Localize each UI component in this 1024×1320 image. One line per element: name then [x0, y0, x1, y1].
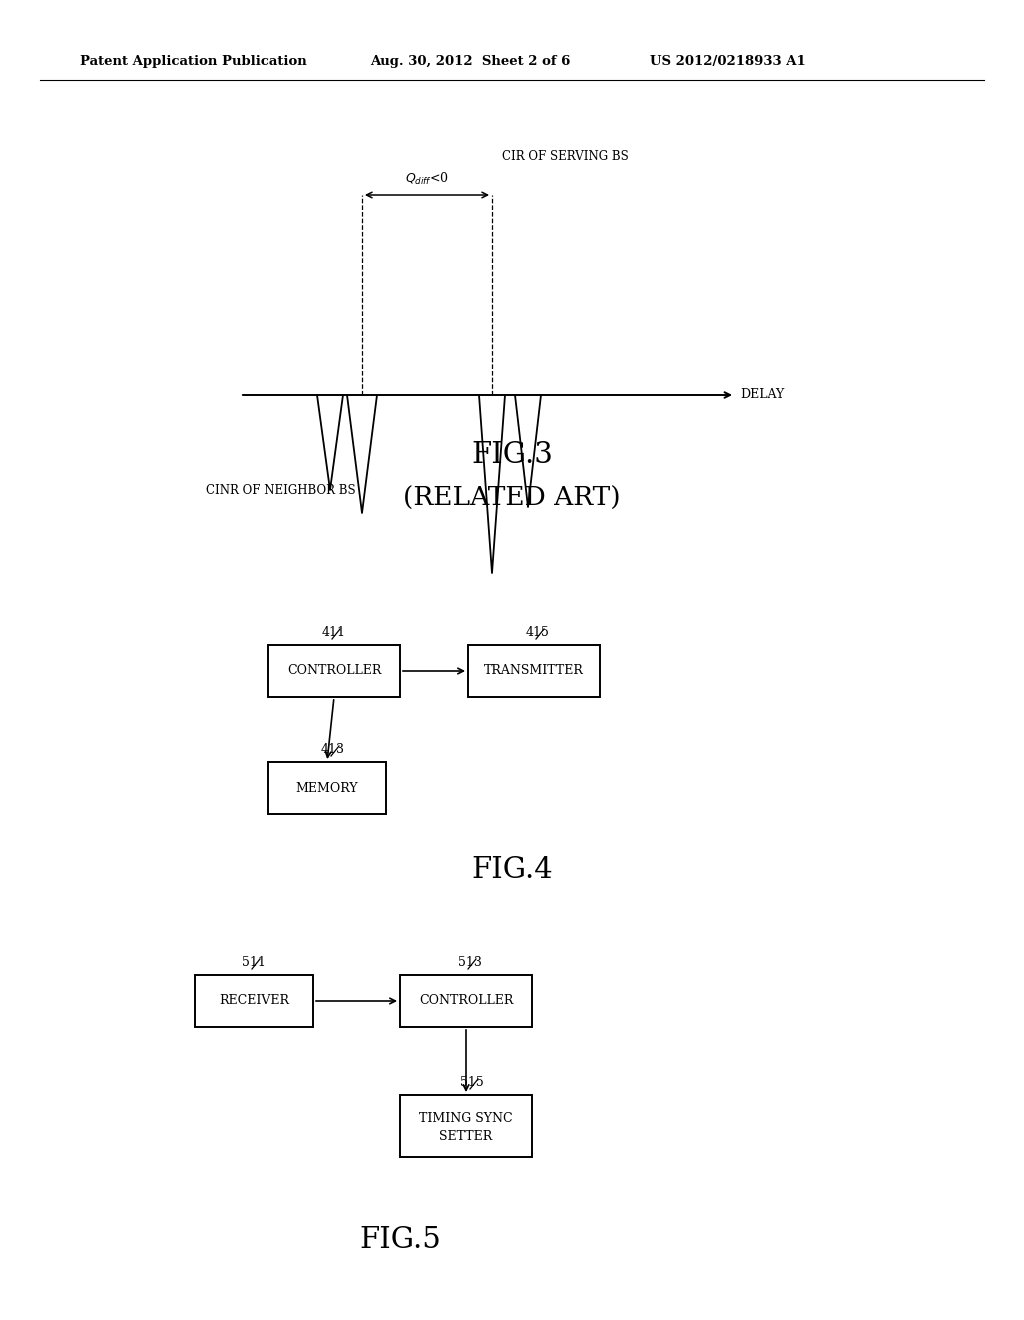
Text: TRANSMITTER: TRANSMITTER: [484, 664, 584, 677]
Bar: [268, 762, 386, 814]
Text: US 2012/0218933 A1: US 2012/0218933 A1: [650, 55, 806, 69]
Bar: [268, 645, 400, 697]
Text: CINR OF NEIGHBOR BS: CINR OF NEIGHBOR BS: [207, 483, 356, 496]
Text: 515: 515: [460, 1076, 484, 1089]
Bar: [195, 975, 313, 1027]
Text: CIR OF SERVING BS: CIR OF SERVING BS: [502, 150, 629, 164]
Text: Patent Application Publication: Patent Application Publication: [80, 55, 307, 69]
Text: CONTROLLER: CONTROLLER: [419, 994, 513, 1007]
Text: 513: 513: [458, 956, 482, 969]
Text: 415: 415: [526, 626, 550, 639]
Bar: [400, 975, 532, 1027]
Text: SETTER: SETTER: [439, 1130, 493, 1143]
Bar: [400, 1096, 532, 1158]
Text: FIG.5: FIG.5: [359, 1226, 441, 1254]
Text: 511: 511: [242, 956, 266, 969]
Text: Aug. 30, 2012  Sheet 2 of 6: Aug. 30, 2012 Sheet 2 of 6: [370, 55, 570, 69]
Text: CONTROLLER: CONTROLLER: [287, 664, 381, 677]
Text: TIMING SYNC: TIMING SYNC: [419, 1113, 513, 1126]
Text: DELAY: DELAY: [740, 388, 784, 401]
Text: 411: 411: [322, 626, 346, 639]
Text: (RELATED ART): (RELATED ART): [403, 486, 621, 511]
Text: FIG.3: FIG.3: [471, 441, 553, 469]
Text: $Q_{diff}$<0: $Q_{diff}$<0: [406, 170, 449, 187]
Text: FIG.4: FIG.4: [471, 855, 553, 884]
Text: RECEIVER: RECEIVER: [219, 994, 289, 1007]
Bar: [468, 645, 600, 697]
Text: MEMORY: MEMORY: [296, 781, 358, 795]
Text: 413: 413: [321, 743, 345, 756]
